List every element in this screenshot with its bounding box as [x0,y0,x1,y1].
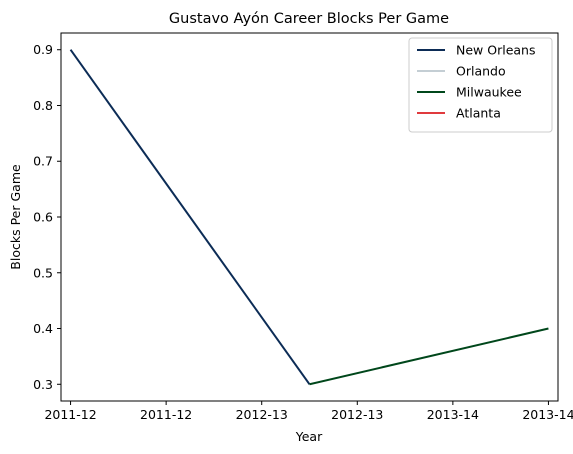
x-tick-label: 2013-14 [427,407,479,422]
legend-label-2: Milwaukee [456,85,522,100]
y-axis: 0.3 0.4 0.5 0.6 0.7 0.8 0.9 [33,42,61,392]
legend: New Orleans Orlando Milwaukee Atlanta [408,37,553,133]
y-tick-label: 0.4 [33,321,53,336]
y-tick-label: 0.7 [33,154,53,169]
y-tick-label: 0.5 [33,265,53,280]
series-line-2 [309,327,549,386]
x-tick-label: 2013-14 [522,407,573,422]
legend-label-1: Orlando [456,64,506,79]
y-tick-label: 0.3 [33,377,53,392]
y-tick-label: 0.6 [33,210,53,225]
chart-title: Gustavo Ayón Career Blocks Per Game [169,11,449,27]
legend-label-0: New Orleans [456,43,535,58]
y-tick-label: 0.8 [33,98,53,113]
x-axis: 2011-12 2011-12 2012-13 2012-13 2013-14 2013-… [44,401,573,422]
x-tick-label: 2012-13 [331,407,383,422]
x-tick-label: 2012-13 [236,407,288,422]
legend-label-3: Atlanta [456,106,501,121]
y-tick-label: 0.9 [33,42,53,57]
series-line-0 [69,49,311,385]
y-axis-label: Blocks Per Game [8,164,23,270]
x-tick-label: 2011-12 [140,407,192,422]
legend-box [408,37,553,133]
x-axis-label: Year [295,429,323,444]
x-tick-label: 2011-12 [44,407,96,422]
